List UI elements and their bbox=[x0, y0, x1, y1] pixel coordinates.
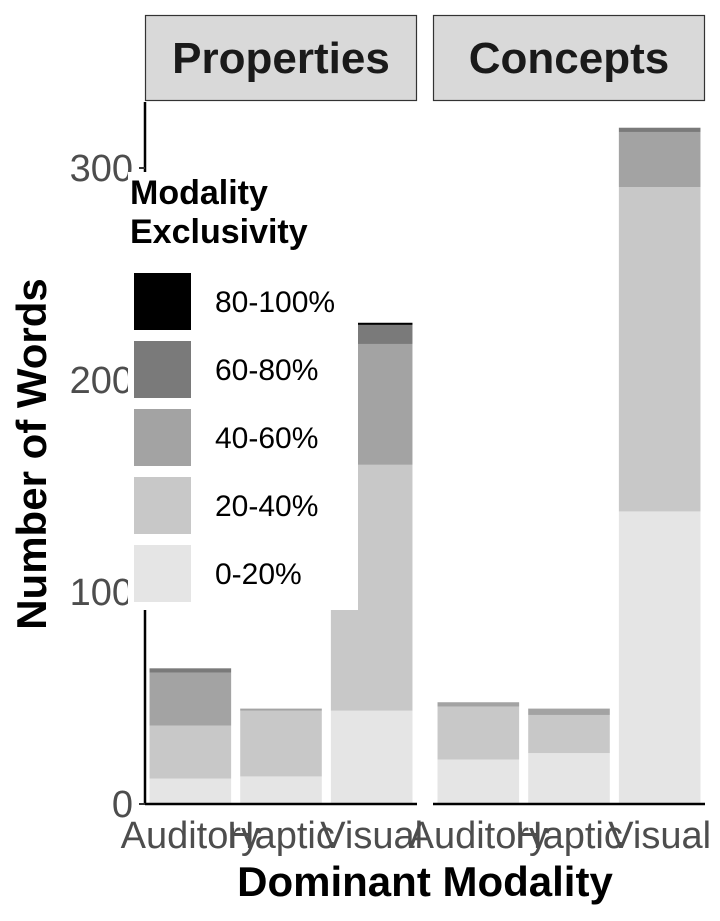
legend-key-60-80pct bbox=[134, 341, 191, 398]
bar-segment-properties-visual-0-20pct bbox=[330, 710, 413, 804]
x-tick-label: Auditory bbox=[409, 815, 548, 857]
bar-segment-concepts-haptic-40-60pct bbox=[528, 708, 610, 715]
facet-strip-properties bbox=[144, 14, 418, 102]
bar-segment-properties-auditory-40-60pct bbox=[149, 672, 232, 726]
legend-label: 20-40% bbox=[215, 490, 318, 523]
bar-segment-properties-haptic-40-60pct bbox=[240, 708, 322, 711]
bar-segment-concepts-visual-0-20pct bbox=[618, 511, 701, 804]
x-tick-label: Visual bbox=[608, 815, 711, 857]
bar-segment-properties-haptic-20-40pct bbox=[240, 710, 322, 777]
x-tick-label: Auditory bbox=[121, 815, 260, 857]
facet-strip-label: Properties bbox=[172, 34, 390, 83]
y-tick-label: 100 bbox=[70, 572, 133, 614]
bar-segment-concepts-visual-60-80pct bbox=[618, 127, 701, 132]
bar-segment-properties-auditory-60-80pct bbox=[149, 668, 232, 673]
bar-segment-concepts-visual-40-60pct bbox=[618, 131, 701, 188]
legend-title-line: Exclusivity bbox=[130, 213, 308, 251]
legend-key-20-40pct bbox=[134, 477, 191, 534]
facet-strip-label: Concepts bbox=[469, 34, 669, 83]
bar-segment-concepts-auditory-0-20pct bbox=[437, 759, 520, 804]
bar-segment-properties-auditory-20-40pct bbox=[149, 725, 232, 779]
bar-segment-concepts-auditory-40-60pct bbox=[437, 702, 520, 707]
bar-segment-properties-visual-80-100pct bbox=[330, 322, 413, 325]
legend-title-line: Modality bbox=[130, 174, 268, 212]
y-axis-title: Number of Words bbox=[8, 278, 55, 630]
bar-segment-properties-haptic-0-20pct bbox=[240, 776, 322, 804]
legend-label: 80-100% bbox=[215, 286, 335, 319]
bar-segment-concepts-haptic-0-20pct bbox=[528, 753, 610, 804]
y-tick-label: 200 bbox=[70, 360, 133, 402]
legend-key-80-100pct bbox=[134, 273, 191, 330]
bar-segment-concepts-auditory-20-40pct bbox=[437, 706, 520, 760]
x-tick-label: Haptic bbox=[227, 815, 335, 857]
bar-segment-properties-auditory-0-20pct bbox=[149, 778, 232, 804]
facets-layer: PropertiesAuditoryHapticVisualConceptsAu… bbox=[121, 14, 711, 857]
y-tick-label: 0 bbox=[112, 784, 133, 826]
x-axis-title: Dominant Modality bbox=[237, 858, 613, 905]
y-tick-label: 300 bbox=[70, 148, 133, 190]
x-tick-label: Visual bbox=[320, 815, 423, 857]
legend-label: 40-60% bbox=[215, 422, 318, 455]
legend-label: 0-20% bbox=[215, 558, 302, 591]
bar-segment-concepts-visual-20-40pct bbox=[618, 187, 701, 512]
x-tick-label: Haptic bbox=[515, 815, 623, 857]
legend-key-40-60pct bbox=[134, 409, 191, 466]
facet-strip-concepts bbox=[432, 14, 706, 102]
axes-layer: Number of Words Dominant Modality 0 100 20… bbox=[8, 102, 613, 905]
bar-segment-concepts-haptic-20-40pct bbox=[528, 714, 610, 754]
legend-key-0-20pct bbox=[134, 545, 191, 602]
legend-label: 60-80% bbox=[215, 354, 318, 387]
